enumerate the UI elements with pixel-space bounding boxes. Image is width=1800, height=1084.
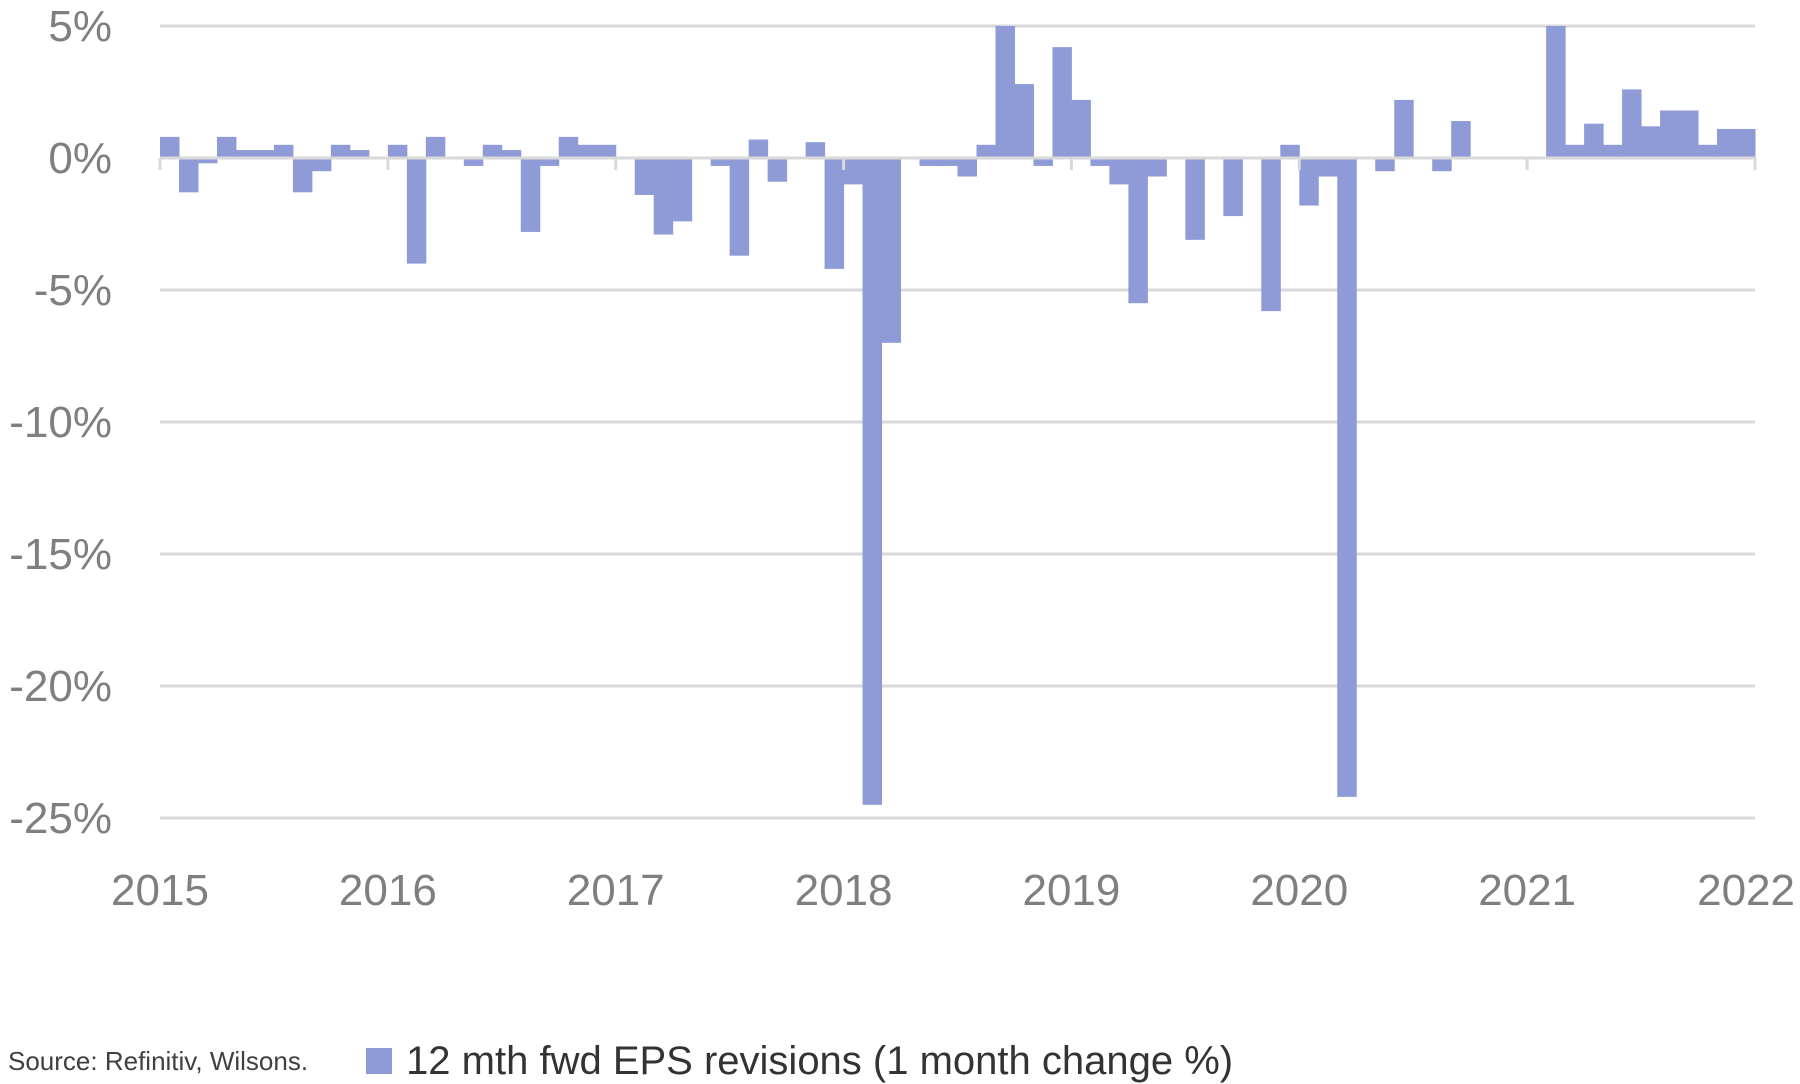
bar	[1641, 126, 1661, 158]
bar	[653, 158, 674, 235]
x-tick-label: 2021	[1478, 866, 1576, 915]
bar	[292, 158, 313, 193]
bar	[824, 158, 845, 269]
bar	[1603, 144, 1623, 158]
bar	[178, 158, 199, 193]
bar	[330, 144, 351, 158]
bar	[1223, 158, 1243, 217]
bar	[881, 158, 902, 343]
bar	[425, 136, 446, 158]
bar	[957, 158, 977, 177]
bar	[1261, 158, 1281, 312]
bar	[805, 142, 826, 158]
bar	[995, 26, 1015, 158]
x-axis	[158, 156, 1757, 170]
y-tick-label: -15%	[9, 530, 112, 579]
bar	[1033, 158, 1053, 166]
bar	[349, 150, 370, 158]
bar	[976, 144, 996, 158]
bar	[311, 158, 332, 172]
bar	[596, 144, 617, 158]
bar	[501, 150, 522, 158]
x-tick-label: 2018	[795, 866, 893, 915]
bar	[1622, 89, 1642, 158]
bar	[1318, 158, 1338, 177]
bar	[273, 144, 294, 158]
bar	[482, 144, 503, 158]
x-tick-label: 2019	[1022, 866, 1120, 915]
bar	[235, 150, 256, 158]
bar	[1546, 26, 1566, 158]
bar	[748, 139, 769, 158]
bar	[710, 158, 731, 166]
bar	[520, 158, 541, 232]
x-axis-ticks: 2015 2016 2017 2018 2019 2020 2021 2022	[111, 866, 1795, 915]
bar	[862, 158, 883, 805]
x-tick-label: 2016	[339, 866, 437, 915]
bar	[919, 158, 940, 166]
bar	[1052, 47, 1072, 159]
bar	[197, 158, 218, 164]
y-tick-label: -25%	[9, 794, 112, 843]
bar	[1109, 158, 1129, 185]
bar	[767, 158, 788, 182]
bar	[1071, 99, 1091, 158]
bar-series	[160, 26, 1756, 805]
y-tick-label: -10%	[9, 398, 112, 447]
bar	[1660, 110, 1680, 158]
bar	[1014, 84, 1034, 158]
bar	[1090, 158, 1110, 166]
bar	[1717, 128, 1737, 158]
y-tick-label: 5%	[48, 2, 112, 51]
y-tick-label: 0%	[48, 134, 112, 183]
chart-footer: Source: Refinitiv, Wilsons. 12 mth fwd E…	[8, 1038, 1233, 1084]
source-note: Source: Refinitiv, Wilsons.	[8, 1045, 309, 1076]
legend-label: 12 mth fwd EPS revisions (1 month change…	[406, 1038, 1234, 1083]
bar	[463, 158, 484, 166]
bar	[1432, 158, 1452, 172]
bar	[672, 158, 693, 222]
x-tick-label: 2020	[1250, 866, 1348, 915]
bar	[1584, 123, 1604, 158]
y-axis-ticks: 5% 0% -5% -10% -15% -20% -25%	[9, 2, 112, 843]
bar	[1375, 158, 1395, 172]
bar	[1185, 158, 1205, 240]
bar	[843, 158, 864, 185]
bar	[1736, 128, 1756, 158]
bar	[406, 158, 427, 264]
bar	[938, 158, 958, 166]
x-tick-label: 2017	[567, 866, 665, 915]
y-tick-label: -5%	[34, 266, 112, 315]
gridlines	[160, 24, 1755, 820]
bar	[1280, 144, 1300, 158]
bar	[387, 144, 408, 158]
bar	[577, 144, 598, 158]
bar	[1565, 144, 1585, 158]
bar	[729, 158, 750, 256]
bar	[1147, 158, 1167, 177]
bar	[1128, 158, 1148, 304]
bar	[216, 136, 237, 158]
bar	[1337, 158, 1357, 797]
legend: 12 mth fwd EPS revisions (1 month change…	[366, 1039, 1233, 1084]
x-tick-label: 2015	[111, 866, 209, 915]
bar	[539, 158, 560, 166]
bar	[1679, 110, 1699, 158]
legend-swatch	[366, 1048, 393, 1074]
bar	[1698, 144, 1718, 158]
bar	[254, 150, 275, 158]
bar	[1394, 99, 1414, 158]
bar	[160, 136, 180, 158]
bar	[1451, 121, 1471, 158]
bar	[558, 136, 579, 158]
bar	[634, 158, 655, 195]
bar	[1299, 158, 1319, 206]
x-tick-label: 2022	[1697, 866, 1795, 915]
y-tick-label: -20%	[9, 662, 112, 711]
